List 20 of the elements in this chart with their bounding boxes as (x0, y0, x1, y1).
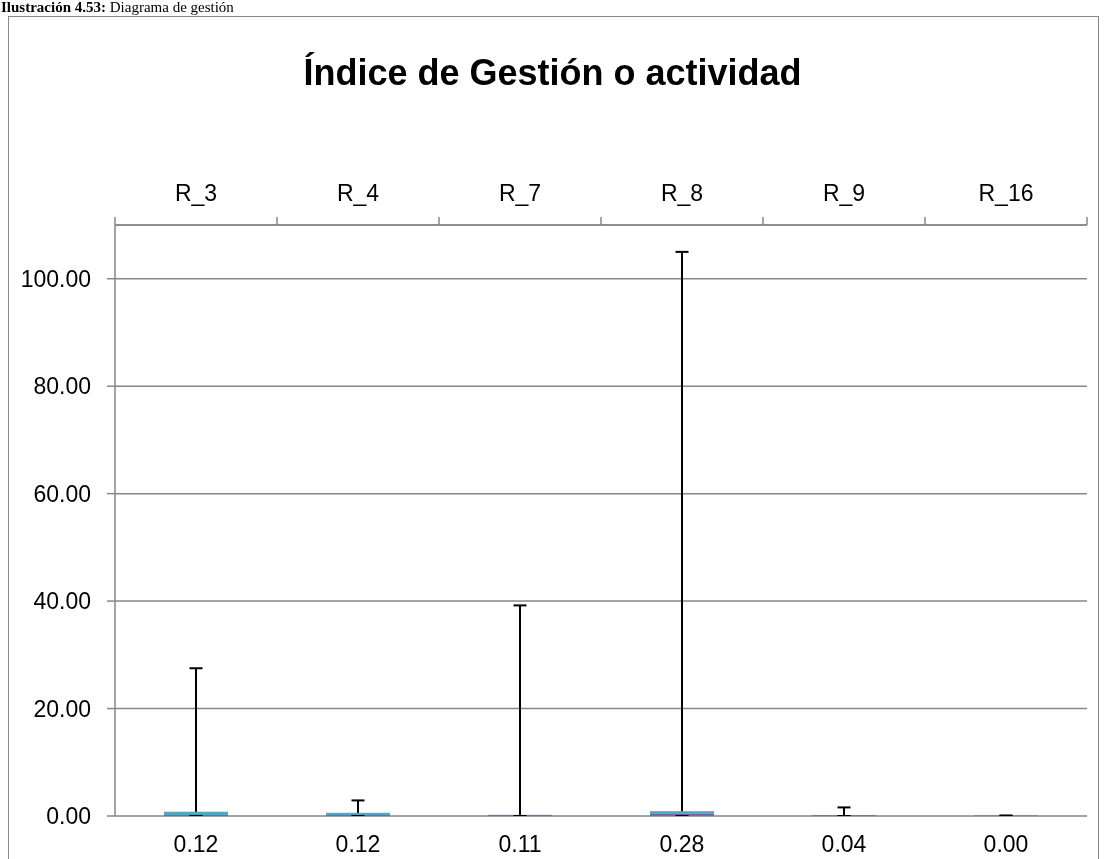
text: Ilustración 4.53: Diagrama de gestión (1, 0, 234, 15)
chart-title: Índice de Gestión o actividad (302, 52, 803, 94)
y-tick-label: 80.00 (33, 373, 91, 400)
x-tick-label: R_8 (660, 180, 704, 206)
x-tick-label: R_7 (498, 180, 542, 206)
x-tick-label: R_4 (336, 180, 380, 206)
x-tick-label: R_9 (822, 180, 866, 206)
x-tick-label: R_16 (978, 180, 1034, 206)
text: 0.11 (498, 831, 542, 857)
text: 0.12 (173, 831, 219, 857)
y-tick-label: 40.00 (33, 588, 91, 615)
y-tick-label: 60.00 (33, 480, 91, 507)
x-tick-label: R_3 (174, 180, 218, 206)
text: 0.04 (821, 831, 867, 857)
text: 0.28 (659, 831, 705, 857)
text: 0.12 (335, 831, 381, 857)
y-tick-label: 20.00 (33, 695, 91, 722)
y-tick-label: 0.00 (46, 803, 91, 830)
text: 0.00 (983, 831, 1029, 857)
y-tick-label: 100.00 (20, 265, 91, 292)
